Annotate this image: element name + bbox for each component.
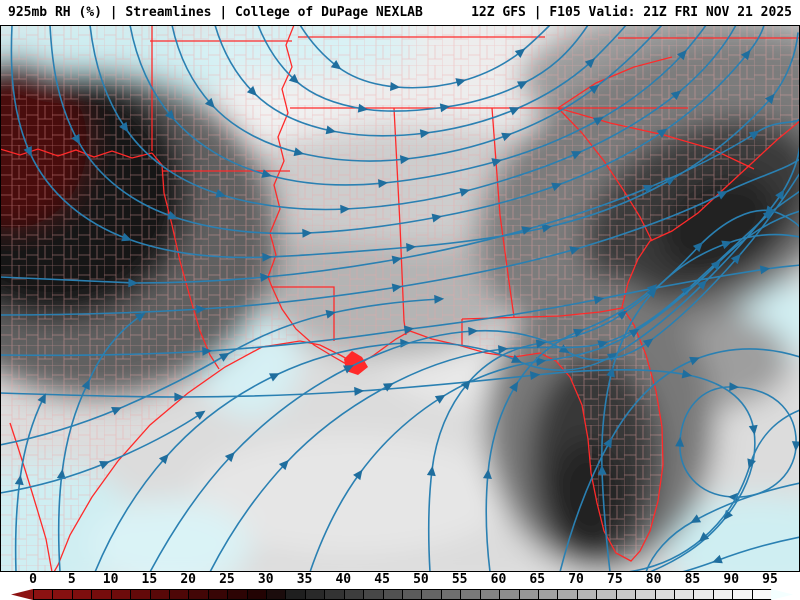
rh-streamline-map — [0, 25, 800, 572]
streamline — [681, 536, 800, 572]
colorbar-tick: 50 — [413, 572, 429, 587]
colorbar-tick: 70 — [568, 572, 584, 587]
streamline — [0, 294, 445, 446]
colorbar-tick: 65 — [529, 572, 546, 587]
streamlines — [0, 25, 800, 572]
colorbar-segment — [92, 590, 112, 599]
colorbar-segment — [111, 590, 132, 599]
colorbar-tick: 60 — [490, 572, 507, 587]
colorbar-segment — [713, 590, 734, 599]
colorbar — [33, 589, 772, 600]
colorbar-segment — [655, 590, 675, 599]
streamline — [627, 409, 800, 572]
colorbar-tick: 15 — [141, 572, 158, 587]
product-title: 925mb RH (%) | Streamlines | College of … — [8, 5, 423, 20]
colorbar-segment — [558, 590, 578, 599]
colorbar-segment — [403, 590, 423, 599]
colorbar-tick: 75 — [607, 572, 623, 587]
colorbar-segment — [72, 590, 93, 599]
colorbar-segment — [131, 590, 151, 599]
streamline — [645, 482, 800, 572]
colorbar-segment — [267, 590, 287, 599]
colorbar-segment — [500, 590, 520, 599]
colorbar-segment — [422, 590, 442, 599]
colorbar-tick: 40 — [335, 572, 352, 587]
streamline — [597, 233, 800, 572]
colorbar-tick: 20 — [180, 572, 196, 587]
colorbar-segment — [674, 590, 695, 599]
colorbar-segment — [383, 590, 404, 599]
colorbar-tick: 30 — [257, 572, 274, 587]
colorbar-segment — [189, 590, 209, 599]
colorbar-segment — [538, 590, 559, 599]
colorbar-segment — [364, 590, 384, 599]
colorbar-left-arrow — [11, 589, 33, 600]
colorbar-segment — [286, 590, 306, 599]
colorbar-tick: 45 — [374, 572, 390, 587]
colorbar-segment — [53, 590, 73, 599]
colorbar-segment — [34, 590, 54, 599]
title-bar: 925mb RH (%) | Streamlines | College of … — [0, 0, 800, 25]
model-valid-time: 12Z GFS | F105 Valid: 21Z FRI NOV 21 202… — [471, 5, 792, 20]
colorbar-segment — [247, 590, 268, 599]
colorbar-segment — [480, 590, 501, 599]
colorbar-segment — [597, 590, 617, 599]
colorbar-segment — [636, 590, 656, 599]
streamline — [14, 393, 46, 572]
streamline — [257, 25, 589, 113]
colorbar-segment — [169, 590, 190, 599]
colorbar-segment — [344, 590, 365, 599]
colorbar-segment — [150, 590, 170, 599]
colorbar-tick: 35 — [296, 572, 313, 587]
colorbar-segment — [519, 590, 539, 599]
streamline — [299, 25, 551, 91]
colorbar-tick: 55 — [451, 572, 468, 587]
colorbar-tick: 95 — [762, 572, 778, 587]
colorbar-segment — [733, 590, 753, 599]
colorbar-segment — [305, 590, 326, 599]
colorbar-tick: 85 — [684, 572, 701, 587]
colorbar-segment — [694, 590, 714, 599]
map-area — [0, 25, 800, 572]
colorbar-segment — [441, 590, 462, 599]
colorbar-tick: 80 — [645, 572, 662, 587]
streamline — [0, 410, 206, 494]
colorbar-tick: 90 — [723, 572, 740, 587]
colorbar-segment — [616, 590, 637, 599]
colorbar-segment — [208, 590, 229, 599]
colorbar-segment — [228, 590, 248, 599]
colorbar-right-arrow — [771, 589, 793, 600]
colorbar-segment — [752, 590, 772, 599]
colorbar-legend: 0 5 10 15 20 25 30 35 40 45 50 55 60 65 70 75 80 85 90 95 — [0, 572, 800, 600]
colorbar-tick: 10 — [102, 572, 119, 587]
colorbar-segment — [325, 590, 345, 599]
colorbar-segment — [577, 590, 598, 599]
colorbar-tick: 5 — [67, 572, 76, 587]
colorbar-tick-labels: 0 5 10 15 20 25 30 35 40 45 50 55 60 65 70 75 80 85 90 95 — [0, 572, 800, 588]
colorbar-tick: 25 — [219, 572, 235, 587]
colorbar-segment — [461, 590, 481, 599]
colorbar-tick: 0 — [29, 572, 37, 587]
